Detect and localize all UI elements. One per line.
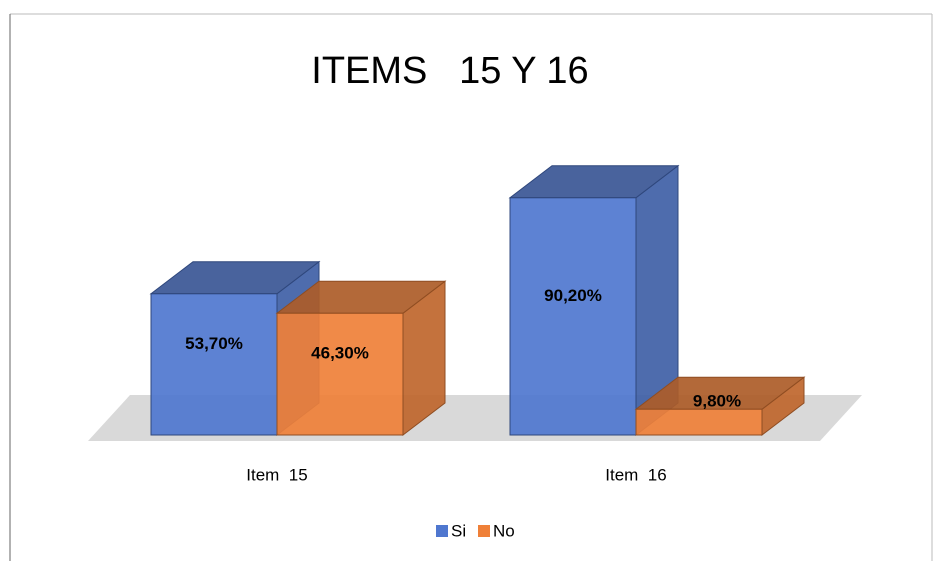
legend-label: Si <box>451 521 466 540</box>
bar <box>509 197 637 436</box>
bar <box>276 312 404 436</box>
legend-label: No <box>493 521 515 540</box>
bar <box>635 408 763 436</box>
legend-swatch <box>436 525 448 537</box>
bar <box>150 293 278 436</box>
x-tick-label: Item 16 <box>605 465 666 484</box>
legend-swatch <box>478 525 490 537</box>
data-label: 90,20% <box>544 286 602 305</box>
data-label: 9,80% <box>693 392 741 411</box>
data-label: 46,30% <box>311 344 369 363</box>
data-label: 53,70% <box>185 334 243 353</box>
x-tick-label: Item 15 <box>246 465 307 484</box>
chart-title: ITEMS 15 Y 16 <box>311 50 588 92</box>
